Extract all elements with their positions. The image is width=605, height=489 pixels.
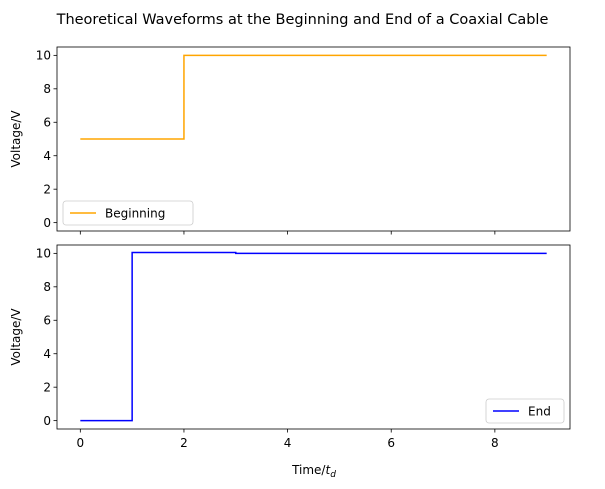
y-tick-label: 6 [43, 116, 51, 130]
y-tick-label: 10 [36, 49, 51, 63]
series-line-beginning [80, 54, 547, 140]
x-axis-label-main: Time/ [291, 463, 326, 477]
legend-label: Beginning [105, 206, 165, 220]
y-tick-label: 2 [43, 182, 51, 196]
y-tick-label: 8 [43, 82, 51, 96]
x-tick-label: 2 [180, 436, 188, 450]
x-axis-label-var: t [325, 463, 331, 477]
y-axis-label: Voltage/V [9, 110, 23, 168]
y-tick-label: 0 [43, 216, 51, 230]
y-axis-label: Voltage/V [9, 308, 23, 366]
panel-beginning: 0 2 4 6 8 10 Voltage/V Beginning [9, 46, 571, 235]
panel-end: 0 2 4 6 8 0 2 4 6 8 10 Voltage/V End [9, 244, 571, 450]
y-tick-label: 4 [43, 149, 51, 163]
x-tick-label: 6 [387, 436, 395, 450]
chart-title: Theoretical Waveforms at the Beginning a… [56, 12, 549, 28]
y-tick-label: 8 [43, 280, 51, 294]
y-tick-label: 2 [43, 380, 51, 394]
x-axis-label: Time/td [291, 463, 336, 480]
legend-box [62, 200, 194, 226]
x-axis-label-sub: d [330, 470, 336, 480]
axes-frame [56, 46, 571, 232]
series-line-end [80, 251, 547, 422]
x-tick-label: 4 [284, 436, 292, 450]
y-tick-label: 10 [36, 247, 51, 261]
y-tick-label: 4 [43, 347, 51, 361]
y-tick-label: 6 [43, 314, 51, 328]
x-tick-label: 0 [76, 436, 84, 450]
legend-label: End [528, 404, 551, 418]
x-tick-label: 8 [491, 436, 499, 450]
axes-frame [56, 244, 571, 430]
legend-box [485, 398, 565, 424]
y-tick-label: 0 [43, 414, 51, 428]
